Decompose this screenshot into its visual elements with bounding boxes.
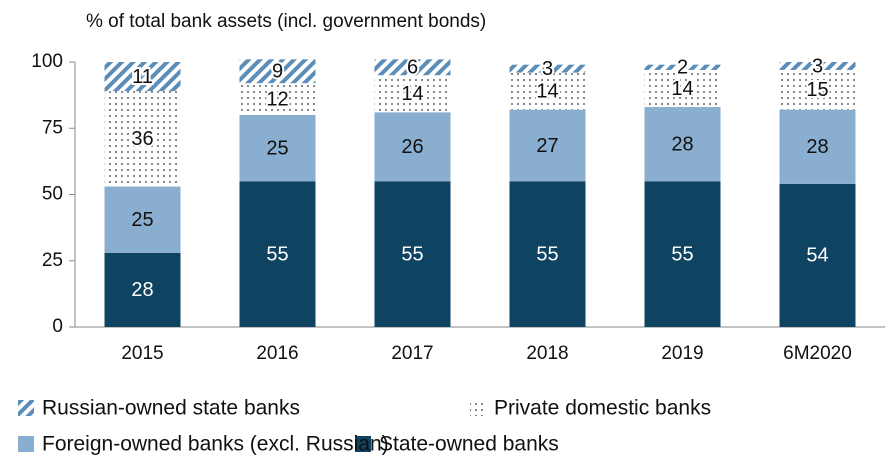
x-tick-label: 2016	[256, 343, 298, 364]
bar-segment	[239, 59, 316, 84]
bar-segment	[779, 183, 856, 327]
bar-segment	[104, 186, 181, 253]
bar-segment	[509, 64, 586, 73]
y-tick-label: 25	[42, 250, 63, 271]
bar-segment	[644, 69, 721, 108]
data-label: 55	[401, 243, 423, 265]
y-tick-label: 75	[42, 117, 63, 138]
data-label: 14	[671, 78, 693, 100]
y-tick-label: 100	[31, 51, 63, 72]
bar-segment	[509, 72, 586, 110]
data-label: 36	[131, 128, 153, 150]
data-label: 27	[536, 135, 558, 157]
data-label: 15	[806, 79, 828, 101]
data-label: 12	[266, 88, 288, 110]
data-label: 55	[266, 243, 288, 265]
bar-segment	[239, 115, 316, 182]
data-label: 28	[806, 136, 828, 158]
data-label: 11	[132, 66, 153, 88]
data-label: 55	[671, 243, 693, 265]
data-label: 9	[272, 61, 283, 83]
bar-segment	[239, 83, 316, 115]
x-tick-label: 6M2020	[783, 343, 852, 364]
legend-swatch	[18, 436, 34, 452]
data-label: 25	[266, 137, 288, 159]
legend-label: Private domestic banks	[494, 397, 711, 420]
data-label: 28	[671, 133, 693, 155]
data-label: 14	[536, 80, 558, 102]
bar-segment	[104, 91, 181, 187]
data-label: 54	[806, 245, 828, 267]
chart-title: % of total bank assets (incl. government…	[86, 11, 486, 32]
legend-label: Russian-owned state banks	[42, 397, 300, 420]
bar-segment	[644, 64, 721, 70]
bar-segment	[644, 181, 721, 327]
bar-segment	[779, 62, 856, 70]
x-tick-label: 2015	[121, 343, 163, 364]
data-label: 25	[131, 209, 153, 231]
legend-label: Foreign-owned banks (excl. Russian)	[42, 433, 389, 456]
x-tick-label: 2018	[526, 343, 568, 364]
bar-segment	[644, 107, 721, 182]
bar-segment	[104, 252, 181, 327]
data-label: 55	[536, 243, 558, 265]
legend-swatch	[18, 400, 34, 416]
bar-segment	[374, 75, 451, 113]
y-tick-label: 50	[42, 184, 63, 205]
bar-segment	[374, 181, 451, 327]
x-tick-label: 2017	[391, 343, 433, 364]
y-tick-label: 0	[52, 316, 63, 337]
bar-segment	[239, 181, 316, 327]
legend-swatch	[355, 436, 371, 452]
bar-segment	[374, 59, 451, 76]
data-label: 2	[677, 57, 688, 79]
data-label: 14	[401, 83, 423, 105]
data-label: 26	[401, 136, 423, 158]
data-label: 6	[407, 57, 418, 79]
legend-swatch	[470, 400, 486, 416]
bar-segment	[509, 181, 586, 327]
bar-segment	[509, 109, 586, 182]
bar-segment	[779, 109, 856, 184]
bar-segment	[374, 112, 451, 182]
bar-segment	[779, 69, 856, 110]
data-label: 28	[131, 279, 153, 301]
data-label: 3	[542, 58, 553, 80]
legend-label: State-owned banks	[379, 433, 559, 456]
bar-segment	[104, 62, 181, 92]
data-label: 3	[812, 55, 823, 77]
x-tick-label: 2019	[661, 343, 703, 364]
